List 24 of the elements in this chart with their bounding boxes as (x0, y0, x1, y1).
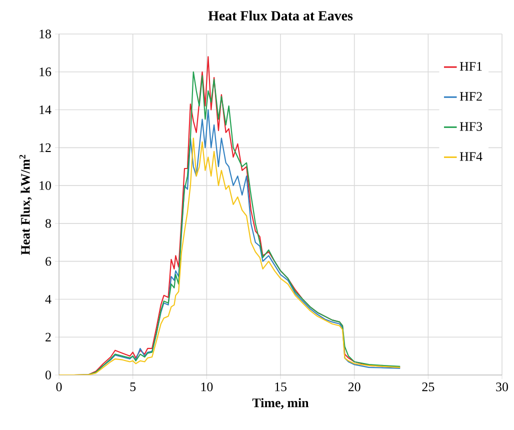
x-tick-label: 0 (56, 382, 62, 392)
x-tick-label: 30 (496, 382, 508, 392)
y-tick-label: 6 (46, 256, 52, 266)
y-tick-label: 4 (45, 294, 52, 304)
y-tick-label: 8 (46, 219, 51, 228)
x-tick-label: 25 (422, 382, 434, 392)
legend-label: HF4 (460, 152, 482, 161)
legend-label: HF3 (460, 122, 482, 131)
y-tick-label: 0 (46, 370, 51, 380)
y-tick-label: 14 (40, 106, 52, 114)
x-tick-label: 10 (201, 382, 213, 392)
x-tick-label: 20 (348, 382, 360, 392)
x-axis-title: Time, min (252, 398, 309, 410)
legend-label: HF2 (460, 92, 482, 101)
x-tick-label: 15 (275, 382, 286, 392)
x-tick-label: 5 (130, 382, 136, 392)
y-axis-title: Heat Flux, kW/m$^{2}$ (19, 154, 32, 255)
y-tick-label: 10 (40, 181, 51, 190)
y-tick-label: 2 (46, 332, 51, 342)
chart-title: Heat Flux Data at Eaves (208, 10, 353, 20)
y-tick-label: 16 (40, 68, 52, 76)
legend-label: HF1 (460, 62, 482, 71)
y-tick-label: 12 (40, 143, 51, 152)
y-tick-label: 18 (40, 30, 51, 38)
